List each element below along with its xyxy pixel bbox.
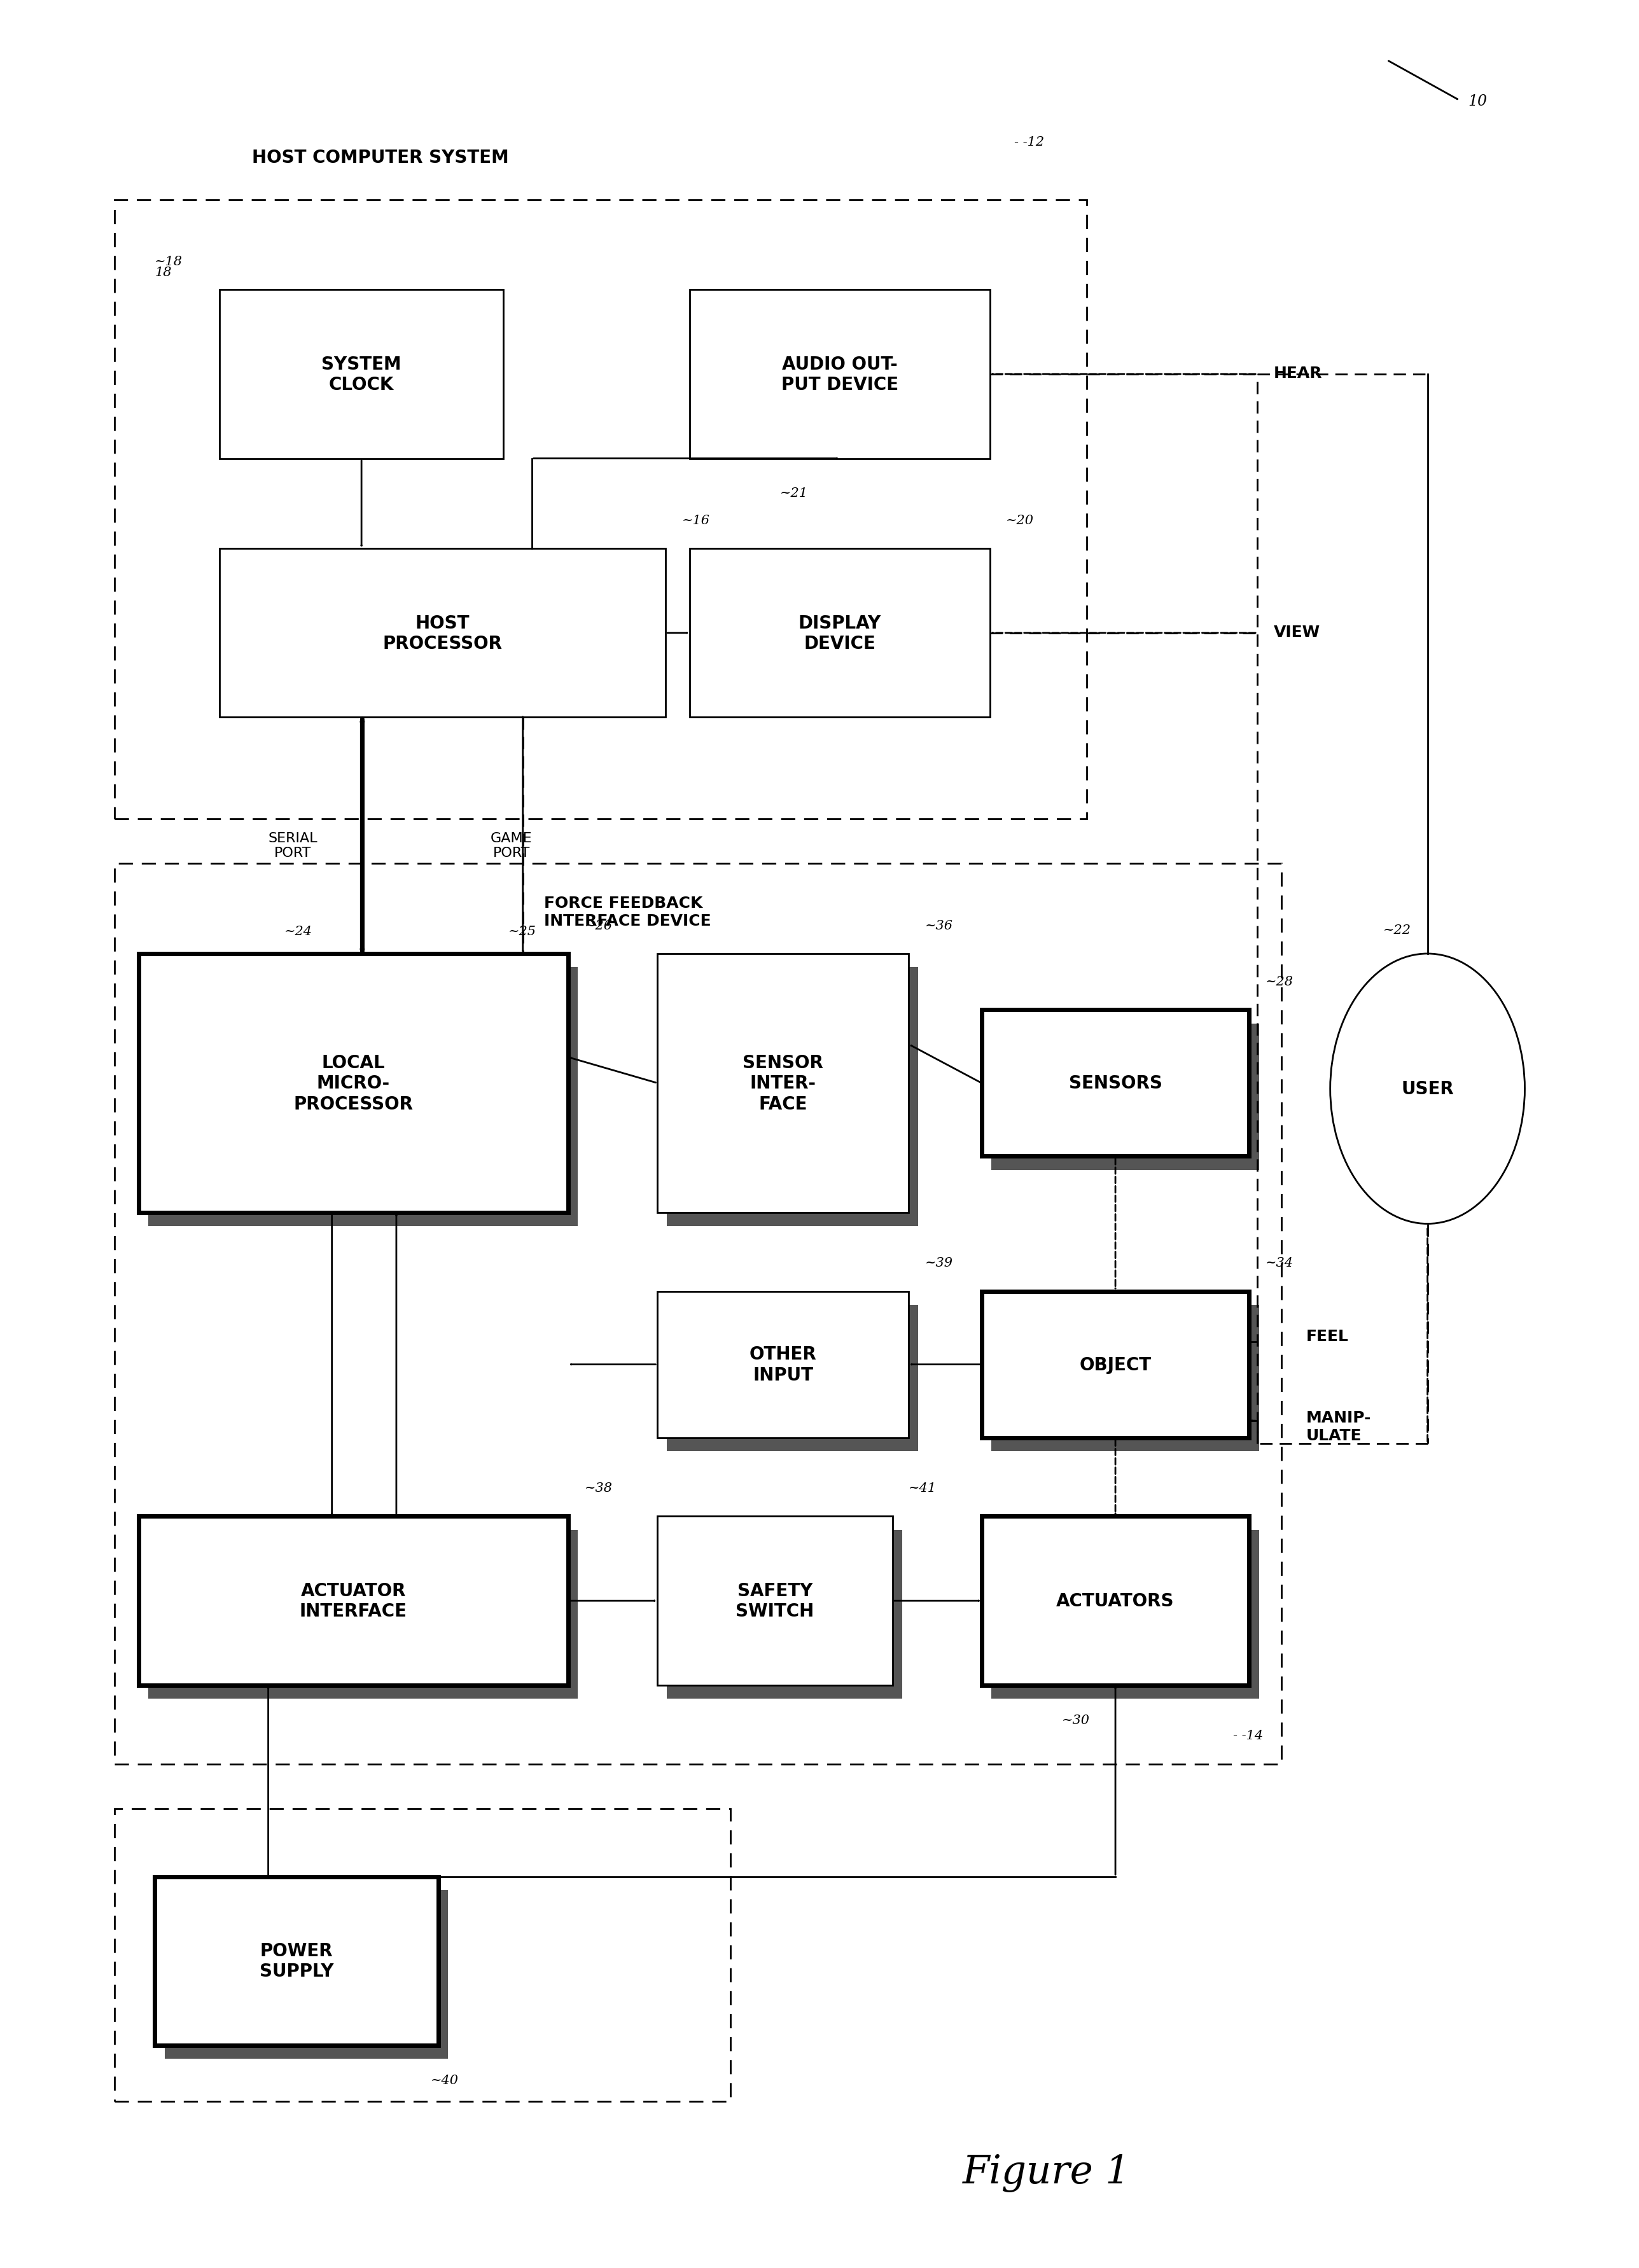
Text: ACTUATOR
INTERFACE: ACTUATOR INTERFACE	[300, 1581, 406, 1619]
Text: SENSOR
INTER-
FACE: SENSOR INTER- FACE	[742, 1055, 823, 1114]
Bar	[220, 290, 503, 458]
Text: HOST COMPUTER SYSTEM: HOST COMPUTER SYSTEM	[252, 147, 510, 166]
Text: ~28: ~28	[1265, 975, 1293, 989]
Bar	[982, 1290, 1249, 1438]
Text: SENSORS: SENSORS	[1069, 1075, 1162, 1093]
Text: ~36: ~36	[924, 919, 952, 932]
Text: ~20: ~20	[1006, 515, 1034, 526]
Text: AUDIO OUT-
PUT DEVICE: AUDIO OUT- PUT DEVICE	[782, 356, 898, 395]
Text: ~38: ~38	[585, 1481, 613, 1495]
Text: GAME
PORT: GAME PORT	[490, 832, 533, 860]
Bar	[667, 1531, 901, 1699]
Text: POWER
SUPPLY: POWER SUPPLY	[259, 1941, 334, 1980]
Text: ACTUATORS: ACTUATORS	[1057, 1592, 1175, 1610]
Text: ~39: ~39	[924, 1256, 952, 1270]
Bar	[115, 200, 1087, 819]
Bar	[148, 968, 579, 1227]
Text: DISPLAY
DEVICE: DISPLAY DEVICE	[798, 615, 882, 653]
Text: OBJECT: OBJECT	[1080, 1356, 1151, 1374]
Text: VIEW: VIEW	[1274, 624, 1319, 640]
Bar	[667, 968, 918, 1227]
Text: LOCAL
MICRO-
PROCESSOR: LOCAL MICRO- PROCESSOR	[293, 1055, 413, 1114]
Circle shape	[1331, 955, 1524, 1225]
Text: ~26: ~26	[585, 919, 613, 932]
Text: HEAR: HEAR	[1274, 365, 1323, 381]
Text: ~22: ~22	[1383, 923, 1411, 937]
Bar	[982, 1009, 1249, 1157]
Bar	[154, 1876, 439, 2046]
Text: SYSTEM
CLOCK: SYSTEM CLOCK	[321, 356, 402, 395]
Text: ~41: ~41	[908, 1481, 936, 1495]
Text: ~34: ~34	[1265, 1256, 1293, 1270]
Bar	[657, 1517, 893, 1685]
Bar	[139, 1517, 569, 1685]
Text: USER: USER	[1401, 1080, 1454, 1098]
Text: OTHER
INPUT: OTHER INPUT	[749, 1345, 816, 1383]
Bar	[690, 290, 990, 458]
Bar	[657, 955, 908, 1213]
Text: ~21: ~21	[780, 488, 808, 499]
Bar	[982, 1517, 1249, 1685]
Bar	[667, 1304, 918, 1452]
Bar	[220, 549, 665, 717]
Bar	[115, 1810, 731, 2102]
Text: HOST
PROCESSOR: HOST PROCESSOR	[384, 615, 502, 653]
Text: FEEL: FEEL	[1306, 1329, 1349, 1345]
Bar	[148, 1531, 579, 1699]
Text: 18: 18	[154, 268, 172, 279]
Text: ~30: ~30	[1062, 1715, 1090, 1726]
Text: ~40: ~40	[431, 2073, 459, 2087]
Text: ~25: ~25	[508, 925, 536, 937]
Bar	[657, 1290, 908, 1438]
Text: Figure 1: Figure 1	[962, 2155, 1131, 2191]
Bar	[992, 1531, 1259, 1699]
Text: - -14: - -14	[1233, 1730, 1264, 1742]
Bar	[992, 1304, 1259, 1452]
Text: ~24: ~24	[285, 925, 313, 937]
Bar	[690, 549, 990, 717]
Text: FORCE FEEDBACK
INTERFACE DEVICE: FORCE FEEDBACK INTERFACE DEVICE	[544, 896, 711, 928]
Text: SAFETY
SWITCH: SAFETY SWITCH	[736, 1581, 815, 1619]
Text: MANIP-
ULATE: MANIP- ULATE	[1306, 1411, 1372, 1442]
Text: - -12: - -12	[1015, 136, 1044, 147]
Text: 10: 10	[1469, 95, 1487, 109]
Text: SERIAL
PORT: SERIAL PORT	[267, 832, 318, 860]
Bar	[139, 955, 569, 1213]
Text: ~16: ~16	[682, 515, 710, 526]
Bar	[164, 1889, 447, 2059]
Text: ~18: ~18	[154, 256, 184, 268]
Bar	[115, 864, 1282, 1765]
Bar	[992, 1023, 1259, 1170]
